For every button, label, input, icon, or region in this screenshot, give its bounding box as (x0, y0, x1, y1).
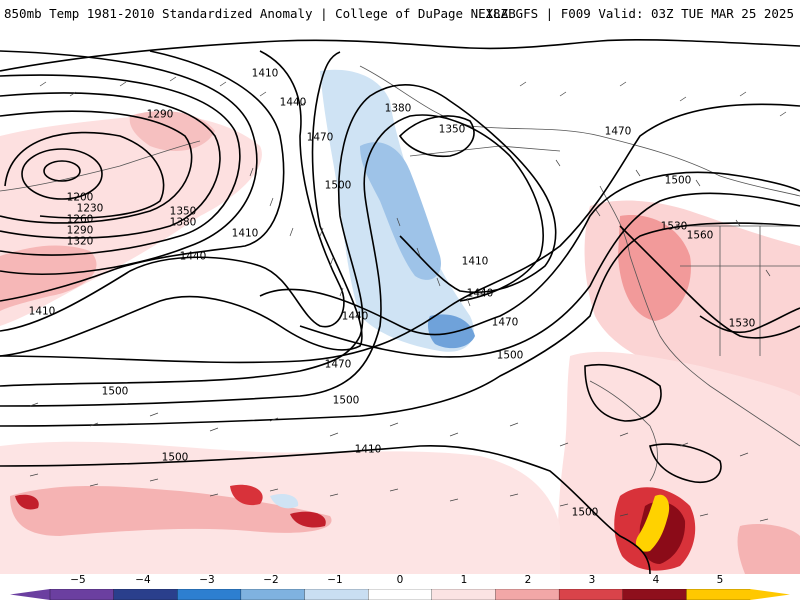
low-center-contour (43, 160, 81, 182)
colorbar-tick-label: 1 (460, 574, 468, 586)
colorbar-segment (558, 589, 624, 600)
height-contour (0, 50, 285, 302)
negative-anomaly-region (360, 142, 441, 280)
height-contour (0, 74, 241, 256)
colorbar-segment (495, 589, 560, 600)
height-contour (699, 307, 800, 334)
map-title: 850mb Temp 1981-2010 Standardized Anomal… (4, 6, 516, 21)
height-contour (584, 363, 662, 422)
colorbar-tick-label: −1 (327, 574, 343, 586)
max-anomaly-region (635, 494, 670, 552)
negative-anomaly-region (270, 494, 299, 509)
height-contour (0, 50, 345, 332)
height-contour (0, 39, 800, 72)
colorbar-segment (622, 589, 688, 600)
positive-anomaly-region (290, 511, 326, 528)
colorbar-min-arrow (10, 589, 50, 600)
colorbar-tick-label: 3 (588, 574, 596, 586)
height-contour (299, 192, 800, 358)
positive-anomaly-region (10, 486, 332, 536)
height-contour (619, 225, 800, 339)
colorbar-segment (368, 589, 433, 600)
weather-map[interactable]: 1410 1380 1350 1440 1470 1500 1290 1200 1230 1260… (0, 26, 800, 574)
negative-anomaly-shading (270, 69, 475, 509)
colorbar-tick-label: 4 (652, 574, 660, 586)
colorbar-tick-label: 2 (524, 574, 532, 586)
height-contour (0, 50, 258, 275)
height-contour (0, 114, 544, 407)
colorbar-labels: −5 −4 −3 −2 −1 0 1 2 3 4 5 (0, 574, 800, 588)
colorbar-segment (686, 589, 751, 600)
colorbar-tick-label: −2 (263, 574, 279, 586)
height-contours (0, 39, 800, 574)
header-bar: 850mb Temp 1981-2010 Standardized Anomal… (0, 0, 800, 26)
colorbar-segment (49, 589, 115, 600)
positive-anomaly-region (15, 494, 39, 510)
map-canvas (0, 39, 800, 574)
height-contour (0, 84, 557, 387)
colorbar-segment (113, 589, 178, 600)
positive-anomaly-region (737, 524, 800, 574)
colorbar-segment (240, 589, 306, 600)
negative-anomaly-region (427, 314, 475, 349)
positive-anomaly-region (230, 484, 263, 506)
height-contour (4, 131, 165, 219)
height-contour (0, 222, 800, 427)
colorbar-tick-label: 5 (716, 574, 724, 586)
height-contour (0, 92, 221, 239)
colorbar-max-arrow (750, 589, 790, 600)
colorbar-segment (177, 589, 242, 600)
colorbar-tick-label: −5 (70, 574, 86, 586)
low-center-contour (21, 148, 103, 200)
wind-barbs (29, 76, 787, 522)
height-contour (0, 51, 363, 357)
height-contour (259, 171, 800, 336)
colorbar: −5 −4 −3 −2 −1 0 1 2 3 4 5 (0, 574, 800, 600)
colorbar-tick-label: 0 (396, 574, 404, 586)
colorbar-tick-label: −4 (135, 574, 151, 586)
model-valid-time: 18Z GFS | F009 Valid: 03Z TUE MAR 25 202… (485, 6, 794, 21)
height-contour (398, 115, 475, 158)
colorbar-strip (10, 589, 790, 600)
colorbar-tick-label: −3 (199, 574, 215, 586)
height-contour (0, 103, 800, 364)
positive-anomaly-region (0, 245, 97, 311)
colorbar-segment (304, 589, 369, 600)
height-contour (0, 110, 193, 224)
height-contour (0, 444, 651, 574)
colorbar-segment (431, 589, 497, 600)
